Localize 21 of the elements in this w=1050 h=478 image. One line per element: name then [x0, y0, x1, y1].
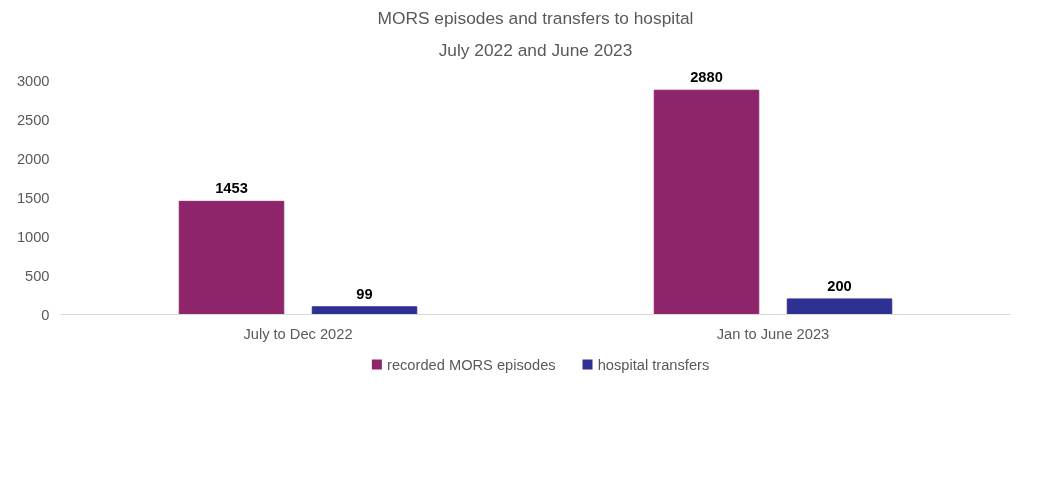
data-label: 2880	[690, 69, 723, 86]
data-label: 1453	[215, 180, 248, 197]
x-tick-label: Jan to June 2023	[716, 325, 830, 342]
y-tick-label: 500	[25, 267, 50, 284]
y-tick-label: 2500	[16, 111, 50, 128]
legend-label: hospital transfers	[597, 356, 710, 373]
y-tick-label: 1000	[16, 228, 50, 245]
x-tick-label: July to Dec 2022	[243, 325, 353, 342]
y-tick-label: 2000	[16, 150, 50, 167]
bar	[178, 200, 285, 315]
data-label: 200	[827, 277, 852, 294]
data-label: 99	[356, 285, 373, 302]
chart-subtitle: July 2022 and June 2023	[438, 39, 633, 60]
bar	[311, 306, 418, 315]
legend-label: recorded MORS episodes	[387, 356, 556, 373]
chart-title: MORS episodes and transfers to hospital	[377, 7, 694, 28]
bar	[786, 298, 893, 315]
y-tick-label: 0	[41, 306, 50, 323]
y-tick-label: 1500	[16, 189, 50, 206]
y-tick-label: 3000	[16, 72, 50, 89]
bar	[653, 89, 760, 315]
